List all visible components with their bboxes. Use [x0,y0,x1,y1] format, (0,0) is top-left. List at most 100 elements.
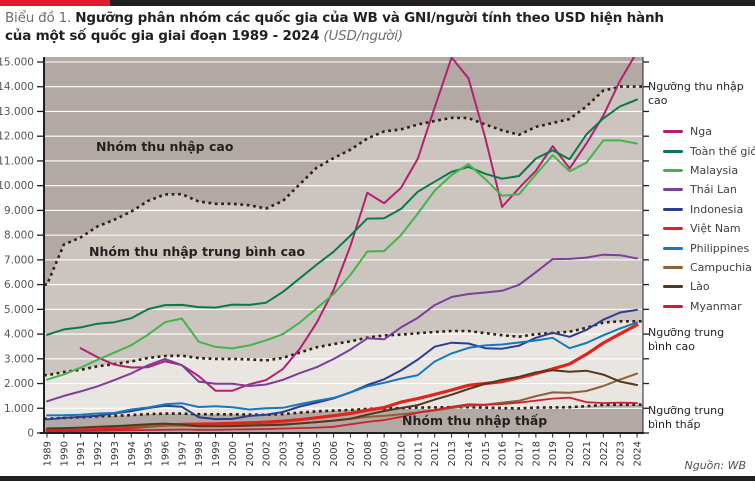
x-tick-label: 1994 [127,441,138,466]
legend-swatch [663,246,683,250]
legend-swatch [663,188,683,192]
accent-bar [0,0,755,6]
title-prefix: Biểu đồ 1. [5,10,72,26]
x-tick-label: 2012 [430,441,441,466]
x-tick-label: 1990 [59,441,70,466]
band-label-upper-middle-income: Nhóm thu nhập trung bình cao [89,244,306,259]
y-tick-label: 9.000 [4,205,34,217]
legend-item: Nga [663,122,755,141]
x-tick-label: 2001 [245,441,256,466]
legend-swatch [663,149,683,153]
x-tick-label: 1992 [93,441,104,466]
x-tick-label: 2003 [279,441,290,466]
title-main-line1: Ngưỡng phân nhóm các quốc gia của WB và … [75,10,664,26]
legend: Nga Toàn thế giới Malaysia Thái Lan Indonesi… [663,122,755,316]
y-tick-label: 1.000 [4,403,34,415]
x-tick-label: 1997 [177,441,188,466]
legend-item: Việt Nam [663,219,755,238]
legend-label: Philippines [690,241,750,255]
x-tick-label: 2016 [498,441,509,466]
x-tick-label: 2011 [413,441,424,466]
source-note: Nguồn: WB [684,459,746,472]
legend-label: Việt Nam [690,222,741,236]
legend-item: Thái Lan [663,180,755,199]
y-tick-label: 8.000 [4,230,34,242]
legend-swatch [663,304,683,308]
x-tick-label: 1996 [161,441,172,466]
legend-label: Toàn thế giới [690,144,755,158]
accent-bar-red [0,0,110,6]
x-tick-label: 2000 [228,441,239,466]
x-tick-label: 2007 [346,441,357,466]
legend-label: Thái Lan [690,183,737,197]
y-tick-label: 3.000 [4,353,34,365]
y-tick-label: 13.000 [0,106,34,118]
band-label-high-income: Nhóm thu nhập cao [96,139,234,154]
y-tick-label: 2.000 [4,378,34,390]
x-tick-label: 2006 [329,441,340,466]
band-label-low-income: Nhóm thu nhập thấp [402,413,548,428]
x-tick-label: 2017 [515,441,526,466]
x-tick-label: 2022 [599,441,610,466]
x-tick-label: 2004 [295,441,306,466]
title-unit: (USD/người) [323,28,403,44]
y-tick-label: 11.000 [0,155,34,167]
x-tick-label: 2013 [447,441,458,466]
y-tick-label: 14.000 [0,81,34,93]
legend-item: Indonesia [663,200,755,219]
legend-label: Indonesia [690,202,744,216]
y-tick-label: 6.000 [4,279,34,291]
x-tick-label: 2009 [380,441,391,466]
x-tick-label: 2024 [633,441,644,466]
bottom-bar [0,476,755,481]
x-tick-label: 1989 [43,441,54,466]
y-tick-label: 15.000 [0,57,34,69]
y-tick-label: 4.000 [4,329,34,341]
x-tick-label: 2002 [262,441,273,466]
accent-bar-dark [110,0,755,6]
legend-swatch [663,207,683,211]
x-tick-label: 1995 [144,441,155,466]
legend-item: Lào [663,277,755,296]
legend-item: Philippines [663,238,755,257]
threshold-label-upper-middle: Ngưỡng trung bình cao [648,326,725,353]
y-tick-label: 12.000 [0,131,34,143]
legend-swatch [663,285,683,289]
legend-swatch [663,227,683,231]
legend-item: Malaysia [663,161,755,180]
y-tick-label: 0 [27,428,34,440]
threshold-label-high-income: Ngưỡng thu nhập cao [648,80,744,107]
y-tick-label: 10.000 [0,180,34,192]
legend-item: Myanmar [663,297,755,316]
y-tick-label: 7.000 [4,254,34,266]
legend-item: Toàn thế giới [663,141,755,160]
x-tick-label: 1998 [194,441,205,466]
x-tick-label: 2008 [363,441,374,466]
legend-label: Myanmar [690,299,742,313]
x-tick-label: 1999 [211,441,222,466]
legend-label: Malaysia [690,163,739,177]
x-tick-label: 2014 [464,441,475,466]
legend-label: Lào [690,280,710,294]
x-tick-label: 2005 [312,441,323,466]
x-tick-label: 2019 [548,441,559,466]
legend-label: Campuchia [690,260,752,274]
x-tick-label: 2010 [397,441,408,466]
x-tick-label: 2015 [481,441,492,466]
chart-title: Biểu đồ 1. Ngưỡng phân nhóm các quốc gia… [5,9,715,45]
title-main-line2: của một số quốc gia giai đoạn 1989 - 202… [5,28,320,44]
legend-label: Nga [690,125,712,139]
x-tick-label: 2023 [616,441,627,466]
legend-swatch [663,168,683,172]
x-tick-label: 2020 [565,441,576,466]
x-tick-label: 2021 [582,441,593,466]
legend-swatch [663,130,683,134]
x-tick-label: 1991 [76,441,87,466]
x-tick-label: 2018 [531,441,542,466]
legend-swatch [663,265,683,269]
x-tick-label: 1993 [110,441,121,466]
threshold-label-lower-middle: Ngưỡng trung bình thấp [648,404,725,431]
y-tick-label: 5.000 [4,304,34,316]
